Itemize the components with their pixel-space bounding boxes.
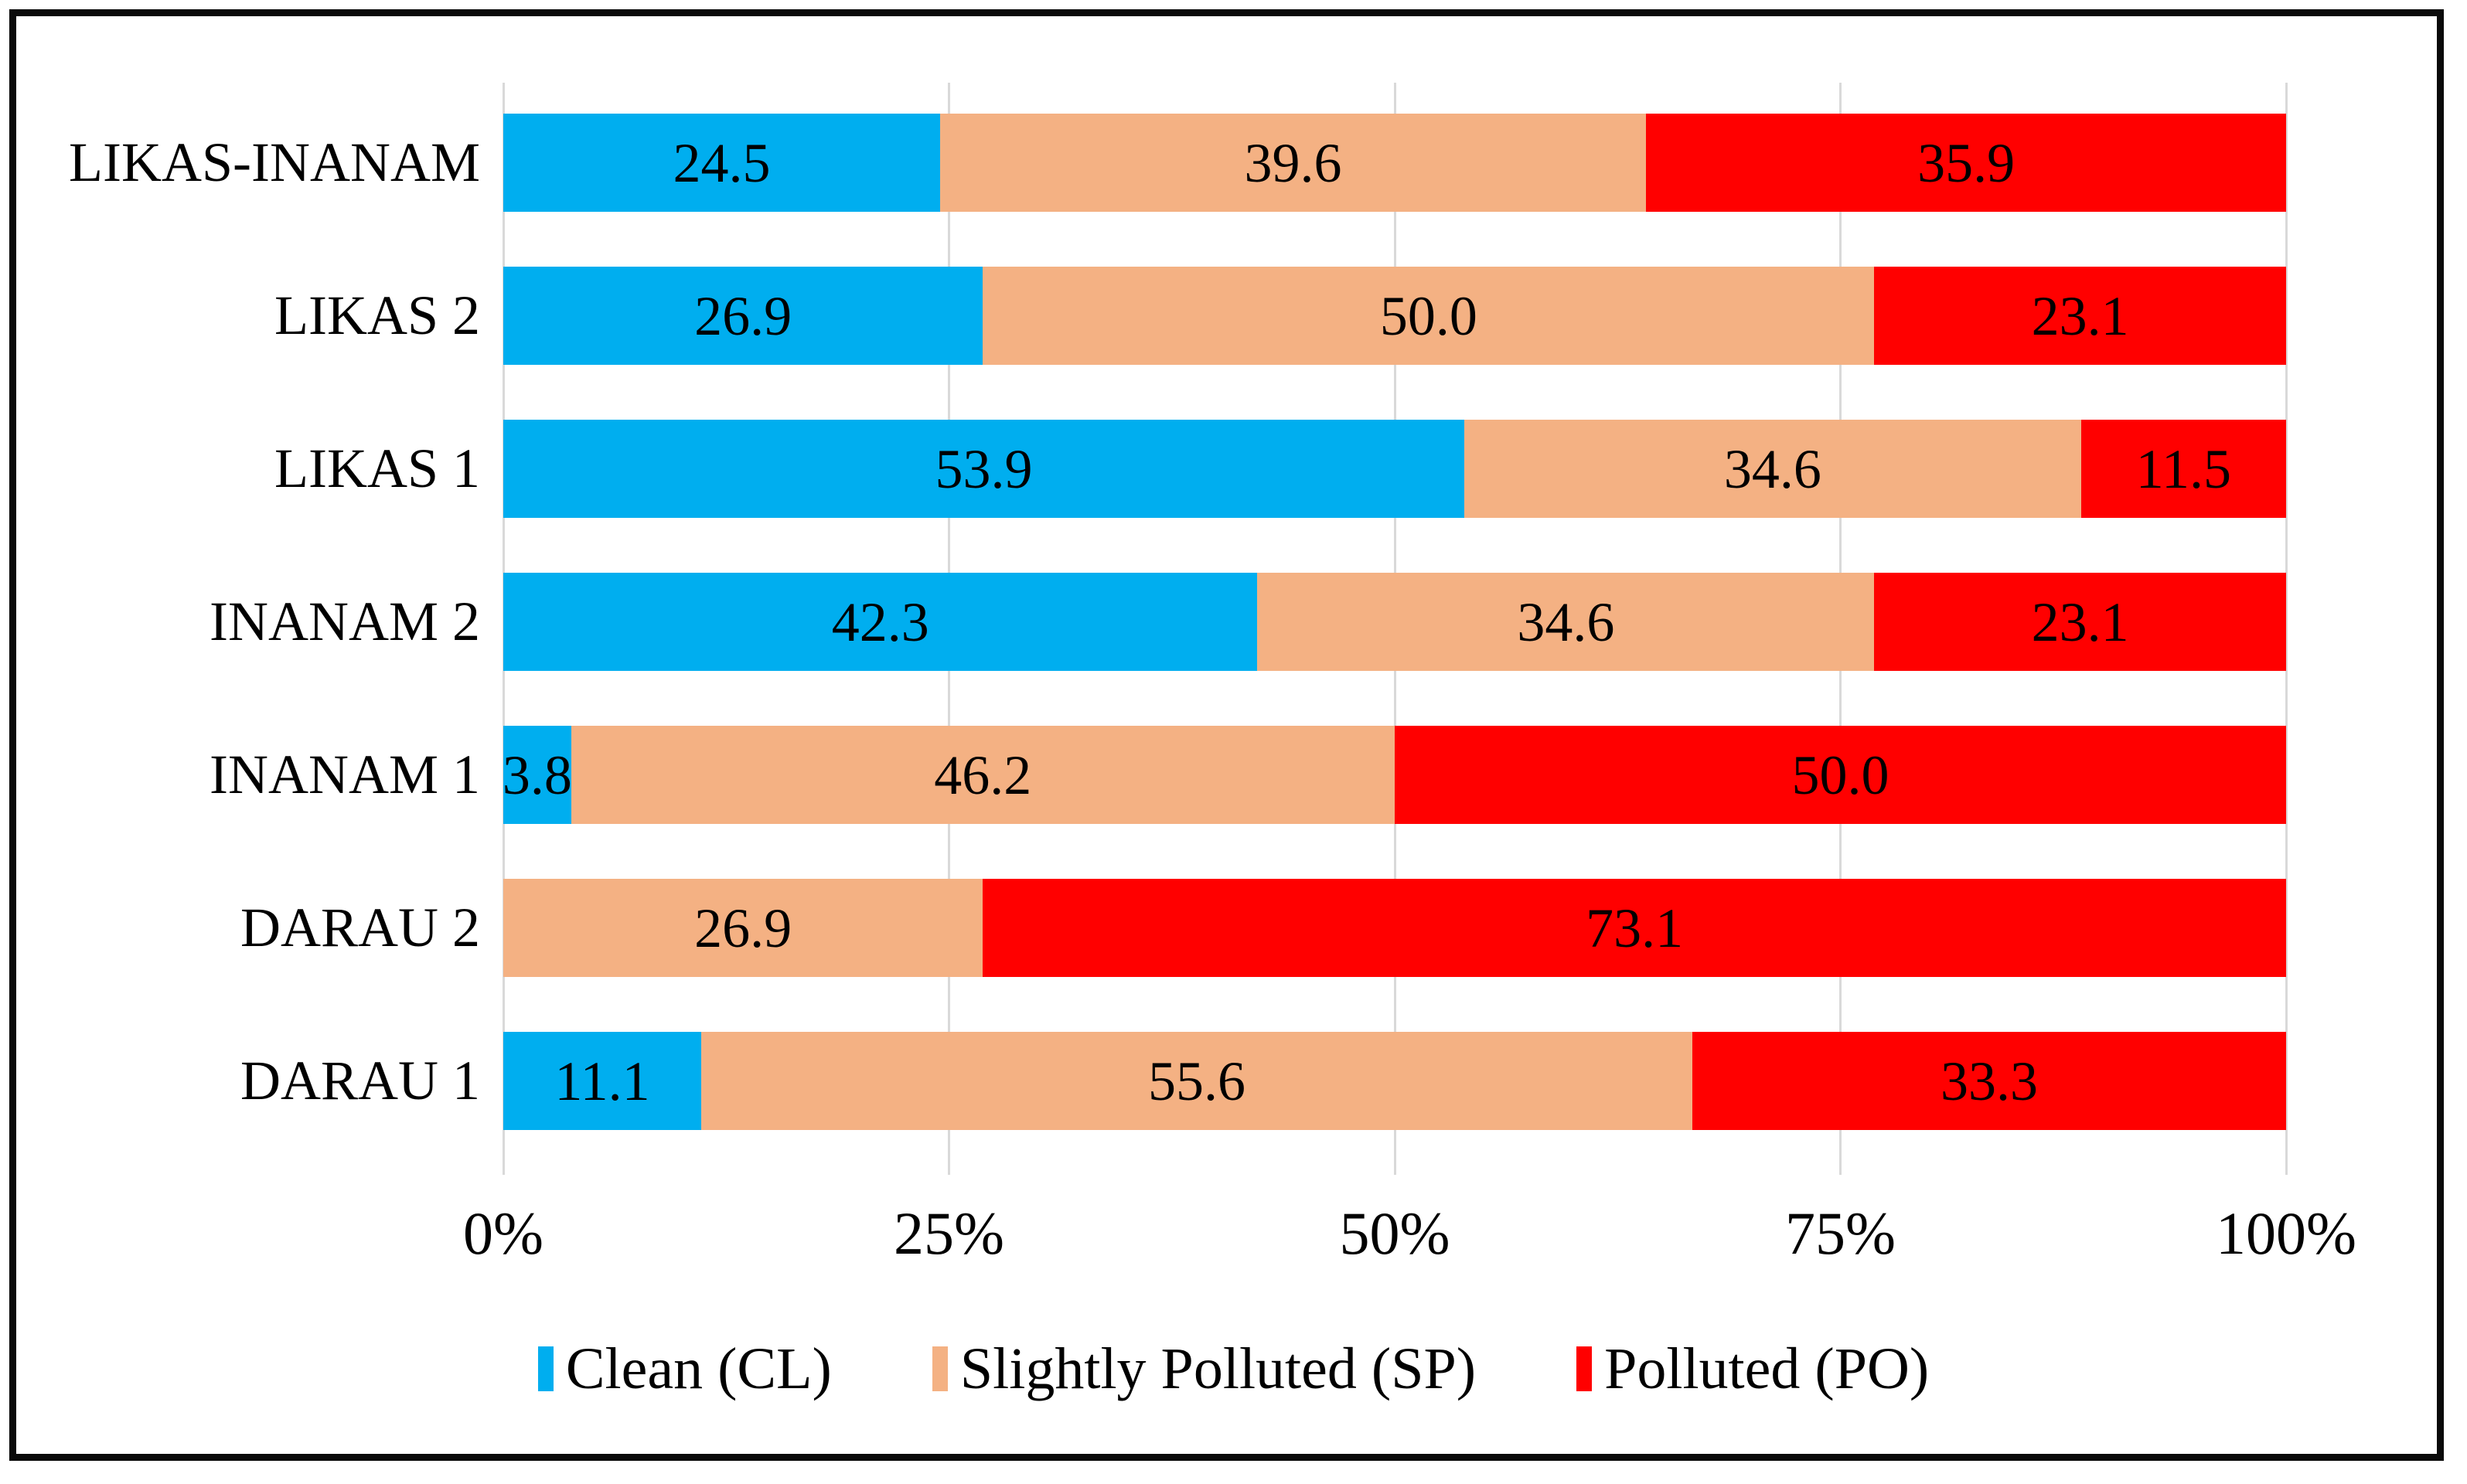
x-tick-100: 100% bbox=[2216, 1200, 2356, 1267]
bar-segment-clean-cl-likas-2: 26.9 bbox=[503, 267, 983, 365]
legend-label-polluted-po: Polluted (PO) bbox=[1604, 1336, 1930, 1401]
bar-row-inanam-2: 42.3 34.6 23.1 bbox=[503, 573, 2286, 671]
x-tick-75: 75% bbox=[1785, 1200, 1896, 1267]
bar-segment-value: 34.6 bbox=[1517, 591, 1615, 653]
legend-label-slightly-polluted-sp: Slightly Polluted (SP) bbox=[959, 1336, 1477, 1401]
bar-row-likas-inanam: 24.5 39.6 35.9 bbox=[503, 114, 2286, 212]
legend-swatch-polluted-po bbox=[1576, 1346, 1593, 1391]
category-axis: LIKAS-INANAM LIKAS 2 LIKAS 1 INANAM 2 INANAM… bbox=[16, 16, 480, 1484]
bar-segment-value: 46.2 bbox=[934, 744, 1032, 806]
bar-segment-slightly-polluted-sp-inanam-1: 46.2 bbox=[571, 726, 1395, 824]
bar-segment-clean-cl-likas-inanam: 24.5 bbox=[503, 114, 940, 212]
bar-segment-value: 34.6 bbox=[1723, 437, 1821, 500]
bar-segment-slightly-polluted-sp-darau-2: 26.9 bbox=[503, 879, 983, 977]
legend-swatch-clean-cl bbox=[537, 1346, 554, 1391]
x-tick-25: 25% bbox=[894, 1200, 1004, 1267]
bar-segment-polluted-po-inanam-2: 23.1 bbox=[1874, 573, 2286, 671]
bar-row-darau-1: 11.1 55.6 33.3 bbox=[503, 1032, 2286, 1130]
bar-segment-slightly-polluted-sp-likas-2: 50.0 bbox=[983, 267, 1875, 365]
bar-segment-value: 39.6 bbox=[1244, 131, 1342, 194]
category-label-inanam-1: INANAM 1 bbox=[210, 744, 480, 805]
bar-row-inanam-1: 3.8 46.2 50.0 bbox=[503, 726, 2286, 824]
bar-segment-polluted-po-likas-1: 11.5 bbox=[2080, 420, 2286, 518]
category-label-inanam-2: INANAM 2 bbox=[210, 591, 480, 652]
legend: Clean (CL) Slightly Polluted (SP) Polluted… bbox=[16, 1339, 2451, 1398]
bar-segment-polluted-po-likas-inanam: 35.9 bbox=[1646, 114, 2286, 212]
category-label-likas-inanam: LIKAS-INANAM bbox=[69, 131, 480, 193]
plot-area: 24.5 39.6 35.9 26.9 50.0 23.1 53.9 34.6 11.5 42.3… bbox=[502, 83, 2288, 1175]
bar-segment-value: 50.0 bbox=[1379, 284, 1477, 347]
bar-segment-polluted-po-darau-2: 73.1 bbox=[983, 879, 2286, 977]
x-axis-ticks: 0% 25% 50% 75% 100% bbox=[463, 1200, 2356, 1285]
category-label-darau-1: DARAU 1 bbox=[240, 1050, 480, 1111]
bar-segment-value: 11.1 bbox=[554, 1050, 650, 1112]
bar-segment-polluted-po-darau-1: 33.3 bbox=[1692, 1032, 2286, 1130]
category-label-likas-1: LIKAS 1 bbox=[274, 437, 480, 499]
bar-segment-value: 26.9 bbox=[694, 284, 792, 347]
bar-segment-polluted-po-likas-2: 23.1 bbox=[1874, 267, 2286, 365]
bar-segment-value: 11.5 bbox=[2135, 437, 2232, 500]
bar-segment-clean-cl-inanam-1: 3.8 bbox=[502, 726, 572, 824]
bar-row-darau-2: 26.9 73.1 bbox=[503, 879, 2286, 977]
bar-row-likas-2: 26.9 50.0 23.1 bbox=[503, 267, 2286, 365]
bar-segment-clean-cl-darau-1: 11.1 bbox=[503, 1032, 701, 1130]
bar-segment-value: 55.6 bbox=[1148, 1050, 1246, 1112]
bar-segment-value: 42.3 bbox=[831, 591, 929, 653]
x-tick-0: 0% bbox=[463, 1200, 543, 1267]
x-tick-50: 50% bbox=[1339, 1200, 1450, 1267]
legend-label-clean-cl: Clean (CL) bbox=[565, 1336, 832, 1401]
bar-segment-slightly-polluted-sp-darau-1: 55.6 bbox=[700, 1032, 1693, 1130]
legend-item-clean-cl: Clean (CL) bbox=[537, 1336, 832, 1401]
gridline-100% bbox=[2285, 83, 2288, 1175]
bar-segment-slightly-polluted-sp-inanam-2: 34.6 bbox=[1257, 573, 1875, 671]
category-label-darau-2: DARAU 2 bbox=[240, 897, 480, 958]
bar-segment-value: 53.9 bbox=[935, 437, 1033, 500]
bar-segment-polluted-po-inanam-1: 50.0 bbox=[1395, 726, 2286, 824]
bar-segment-value: 26.9 bbox=[694, 897, 792, 959]
bar-segment-clean-cl-likas-1: 53.9 bbox=[503, 420, 1464, 518]
bar-segment-clean-cl-inanam-2: 42.3 bbox=[503, 573, 1258, 671]
bar-segment-slightly-polluted-sp-likas-1: 34.6 bbox=[1464, 420, 2081, 518]
bar-segment-value: 23.1 bbox=[2031, 284, 2129, 347]
bar-segment-value: 24.5 bbox=[673, 131, 771, 194]
bar-row-likas-1: 53.9 34.6 11.5 bbox=[503, 420, 2286, 518]
bar-segment-value: 3.8 bbox=[502, 744, 572, 806]
bar-segment-value: 23.1 bbox=[2031, 591, 2129, 653]
legend-item-polluted-po: Polluted (PO) bbox=[1576, 1339, 1929, 1398]
legend-swatch-slightly-polluted-sp bbox=[932, 1346, 948, 1391]
legend-item-slightly-polluted-sp: Slightly Polluted (SP) bbox=[932, 1339, 1476, 1398]
bar-segment-slightly-polluted-sp-likas-inanam: 39.6 bbox=[939, 114, 1647, 212]
chart-frame: LIKAS-INANAM LIKAS 2 LIKAS 1 INANAM 2 INANAM… bbox=[9, 9, 2444, 1461]
bar-segment-value: 33.3 bbox=[1941, 1050, 2039, 1112]
bar-segment-value: 73.1 bbox=[1586, 897, 1684, 959]
bar-segment-value: 50.0 bbox=[1791, 744, 1889, 806]
category-label-likas-2: LIKAS 2 bbox=[274, 284, 480, 346]
bar-segment-value: 35.9 bbox=[1917, 131, 2016, 194]
